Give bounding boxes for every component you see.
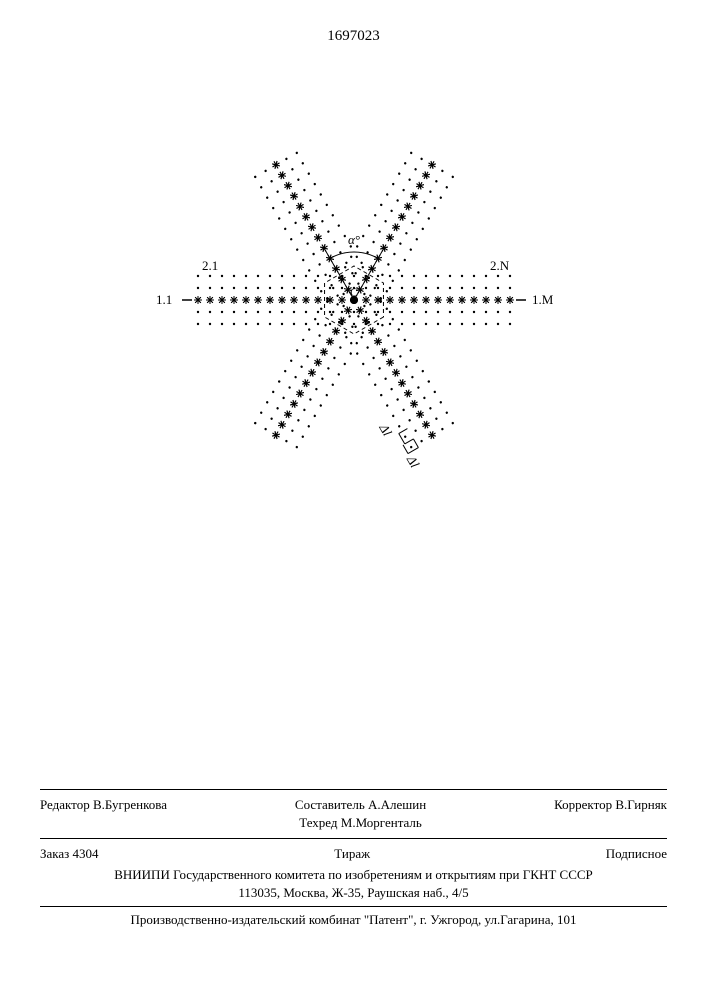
divider <box>40 906 667 907</box>
editor: Редактор В.Бугренкова <box>40 796 167 832</box>
svg-text:1.M: 1.M <box>532 292 554 307</box>
corrector: Корректор В.Гирняк <box>554 796 667 832</box>
credits-row-2: Заказ 4304 Тираж Подписное <box>40 843 667 865</box>
techred: Техред М.Моргенталь <box>299 815 422 830</box>
subscription: Подписное <box>606 845 667 863</box>
tirazh: Тираж <box>334 845 370 863</box>
svg-text:C: C <box>349 285 357 299</box>
svg-text:Δl: Δl <box>375 420 394 438</box>
antenna-array-diagram: Cα° 1.M 2.N 1.1 2.1 Δl Δl <box>134 130 574 510</box>
page-number: 1697023 <box>327 28 380 45</box>
publisher: Производственно-издательский комбинат "П… <box>40 911 667 929</box>
svg-text:1.1: 1.1 <box>156 292 172 307</box>
order: Заказ 4304 <box>40 845 99 863</box>
org-line1: ВНИИПИ Государственного комитета по изоб… <box>40 866 667 884</box>
compiler: Составитель А.Алешин <box>295 797 426 812</box>
divider <box>40 838 667 839</box>
compiler-techred: Составитель А.Алешин Техред М.Моргенталь <box>295 796 426 832</box>
divider <box>40 789 667 790</box>
svg-text:2.1: 2.1 <box>202 258 218 273</box>
credits-row-1: Редактор В.Бугренкова Составитель А.Алеш… <box>40 794 667 834</box>
svg-text:2.N: 2.N <box>490 258 510 273</box>
org-line2: 113035, Москва, Ж-35, Раушская наб., 4/5 <box>40 884 667 902</box>
svg-text:Δl: Δl <box>403 452 422 470</box>
svg-text:α°: α° <box>347 232 359 247</box>
footer-block: Редактор В.Бугренкова Составитель А.Алеш… <box>40 785 667 929</box>
